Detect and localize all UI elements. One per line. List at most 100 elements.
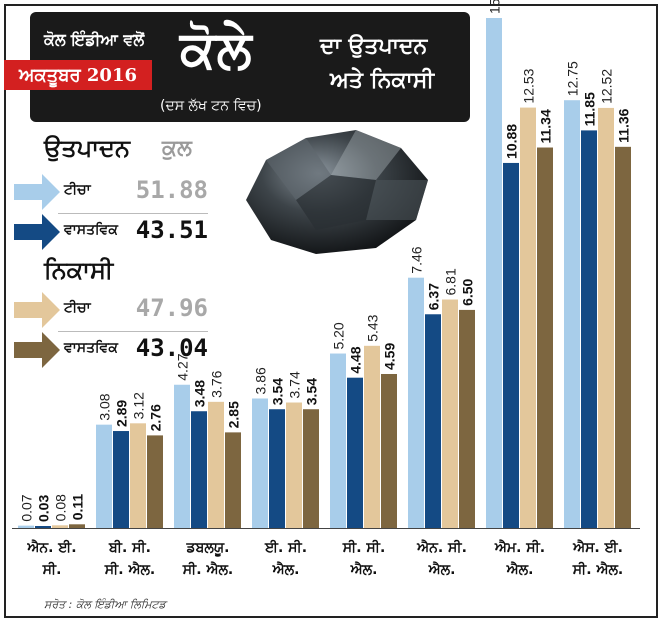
dispatch-target-row: ਟੀਚਾ 47.96 — [14, 290, 208, 332]
coal-facet — [331, 130, 401, 180]
arrow-icon — [14, 292, 60, 328]
bar — [598, 107, 614, 528]
dispatch-actual-value: 43.04 — [135, 334, 208, 362]
dispatch-target-value: 47.96 — [135, 294, 208, 322]
bar — [520, 107, 536, 529]
value-label: 11.85 — [582, 92, 598, 126]
unit-label: (ਦਸ ਲੱਖ ਟਨ ਵਿਚ) — [160, 98, 262, 114]
bar — [130, 423, 146, 528]
category-label: ਸੀ. ਐਲ. — [182, 560, 234, 578]
category-label: ਐਸ. ਈ. — [572, 538, 623, 556]
value-label: 0.08 — [53, 494, 69, 521]
title-subtitle: ਕੋਲ ਇੰਡੀਆ ਵਲੋਂ — [44, 30, 145, 49]
arrow-shape — [14, 214, 60, 250]
title-line-1: ਦਾ ਉਤਪਾਦਨ — [320, 34, 428, 59]
value-label: 0.03 — [36, 495, 52, 522]
production-actual-row: ਵਾਸਤਵਿਕ 43.51 — [14, 212, 208, 252]
bar — [442, 299, 458, 528]
coal-facet — [366, 180, 428, 220]
category-label: ਸੀ. ਸੀ. — [342, 539, 386, 556]
bar — [18, 525, 34, 528]
bar — [303, 409, 319, 528]
category-label: ਸੀ. ਐਲ. — [572, 560, 624, 578]
category-label: ਸੀ. — [42, 561, 62, 578]
dispatch-actual-row: ਵਾਸਤਵਿਕ 43.04 — [14, 330, 208, 370]
bar — [52, 525, 68, 528]
bar — [330, 353, 346, 528]
arrow-icon — [14, 332, 60, 368]
value-label: 0.11 — [70, 494, 86, 521]
category-label: ਐਨ. ਸੀ. — [416, 538, 467, 556]
bar — [113, 431, 129, 528]
value-label: 3.74 — [287, 371, 303, 398]
bar — [147, 435, 163, 528]
value-label: 6.81 — [443, 268, 459, 295]
arrow-icon — [14, 174, 60, 210]
category-label: ਐਲ. — [428, 560, 456, 578]
value-label: 3.48 — [192, 380, 208, 407]
value-label: 7.46 — [409, 246, 425, 273]
value-label: 12.53 — [521, 68, 537, 103]
arrow-icon — [14, 214, 60, 250]
production-title: ਉਤਪਾਦਨ — [44, 134, 130, 162]
category-label: ਐਲ. — [350, 560, 378, 578]
bar — [252, 398, 268, 528]
bar — [269, 409, 285, 528]
bar — [408, 277, 424, 528]
title-line-2: ਅਤੇ ਨਿਕਾਸੀ — [330, 68, 435, 93]
value-label: 6.37 — [426, 283, 442, 310]
bar — [425, 314, 441, 528]
bar — [208, 401, 224, 528]
value-label: 2.76 — [148, 404, 164, 431]
bar — [96, 424, 112, 528]
arrow-shape — [14, 332, 60, 368]
value-label: 0.07 — [19, 494, 35, 521]
bar — [225, 432, 241, 528]
value-label: 15.20 — [487, 0, 503, 14]
value-label: 3.08 — [97, 393, 113, 420]
bar — [364, 345, 380, 528]
value-label: 3.12 — [131, 392, 147, 419]
value-label: 11.34 — [538, 109, 554, 143]
value-label: 3.76 — [209, 370, 225, 397]
bar — [615, 146, 631, 528]
dispatch-actual-label: ਵਾਸਤਵਿਕ — [64, 340, 118, 356]
bar — [564, 100, 580, 528]
coal-lump-image — [246, 130, 428, 254]
bar — [459, 309, 475, 528]
source-note: ਸਰੋਤ : ਕੋਲ ਇੰਡੀਆ ਲਿਮਿਟਡ — [44, 598, 166, 611]
category-label: ਈ. ਸੀ. — [264, 539, 307, 556]
value-label: 3.54 — [304, 378, 320, 405]
dispatch-target-label: ਟੀਚਾ — [64, 300, 91, 316]
value-label: 12.75 — [565, 61, 581, 96]
category-label: ਸੀ. ਐਲ. — [104, 560, 156, 578]
coal-facet — [266, 138, 331, 200]
arrow-shape — [14, 174, 60, 210]
category-label: ਐਨ. ਈ. — [26, 538, 76, 556]
bar — [503, 162, 519, 528]
category-label: ਡਬਲਯੂ. — [186, 540, 230, 557]
value-label: 5.43 — [365, 314, 381, 341]
category-label: ਬੀ. ਸੀ. — [108, 539, 151, 556]
value-label: 3.86 — [253, 367, 269, 394]
bar — [381, 373, 397, 528]
category-label: ਐਮ. ਸੀ. — [494, 538, 545, 556]
value-label: 12.52 — [599, 69, 615, 104]
value-label: 4.48 — [348, 346, 364, 373]
bar — [69, 524, 85, 528]
value-label: 2.85 — [226, 401, 242, 428]
divider — [58, 331, 208, 332]
bar — [347, 377, 363, 528]
bar — [35, 526, 51, 528]
title-main: ਕੋਲੇ — [180, 20, 253, 80]
production-actual-value: 43.51 — [135, 216, 208, 244]
month-badge: ਅਕਤੂਬਰ 2016 — [4, 60, 152, 90]
value-label: 4.59 — [382, 343, 398, 370]
production-target-value: 51.88 — [135, 176, 208, 204]
divider — [58, 213, 208, 214]
value-label: 4.27 — [175, 353, 191, 380]
production-actual-label: ਵਾਸਤਵਿਕ — [64, 222, 118, 238]
bar — [486, 18, 502, 528]
category-label: ਐਲ. — [272, 560, 300, 578]
